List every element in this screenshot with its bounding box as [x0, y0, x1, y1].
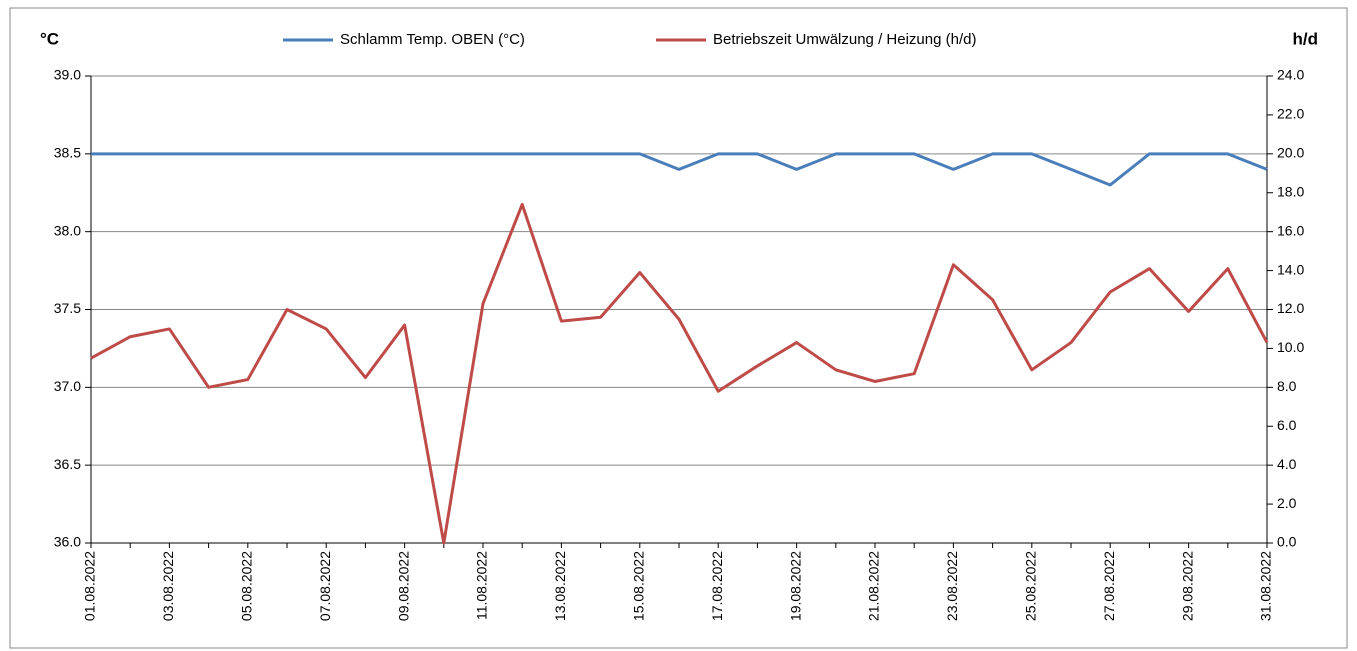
x-tick-label: 03.08.2022 [160, 551, 176, 621]
x-tick-label: 01.08.2022 [82, 551, 98, 621]
y2-tick-label: 22.0 [1277, 106, 1304, 122]
x-tick-label: 15.08.2022 [631, 551, 647, 621]
x-tick-label: 13.08.2022 [552, 551, 568, 621]
x-tick-label: 21.08.2022 [866, 551, 882, 621]
x-tick-label: 05.08.2022 [239, 551, 255, 621]
chart-frame [9, 7, 1348, 649]
y-tick-label: 36.5 [54, 456, 81, 472]
y2-tick-label: 14.0 [1277, 261, 1304, 277]
x-tick-label: 31.08.2022 [1258, 551, 1274, 621]
y2-tick-label: 2.0 [1277, 495, 1297, 511]
y-tick-label: 37.0 [54, 378, 81, 394]
x-tick-label: 19.08.2022 [787, 551, 803, 621]
y-tick-label: 39.0 [54, 67, 81, 83]
y2-tick-label: 24.0 [1277, 67, 1304, 83]
x-tick-label: 29.08.2022 [1179, 551, 1195, 621]
y2-tick-label: 6.0 [1277, 417, 1297, 433]
y2-axis-label: h/d [1293, 29, 1319, 48]
series-line [90, 202, 1269, 545]
y-axis-label: °C [40, 29, 59, 48]
y-tick-label: 38.5 [54, 145, 81, 161]
x-tick-label: 09.08.2022 [395, 551, 411, 621]
x-tick-label: 17.08.2022 [709, 551, 725, 621]
x-tick-label: 27.08.2022 [1101, 551, 1117, 621]
y2-tick-label: 16.0 [1277, 222, 1304, 238]
y2-tick-label: 20.0 [1277, 145, 1304, 161]
y2-tick-label: 12.0 [1277, 300, 1304, 316]
y-tick-label: 36.0 [54, 534, 81, 550]
y-tick-label: 38.0 [54, 222, 81, 238]
x-tick-label: 11.08.2022 [474, 551, 490, 620]
y2-tick-label: 10.0 [1277, 339, 1304, 355]
y2-tick-label: 18.0 [1277, 183, 1304, 199]
x-tick-label: 23.08.2022 [944, 551, 960, 621]
series-line [91, 152, 1268, 187]
y2-tick-label: 8.0 [1277, 378, 1297, 394]
y2-tick-label: 4.0 [1277, 456, 1297, 472]
x-tick-label: 07.08.2022 [317, 551, 333, 621]
y2-tick-label: 0.0 [1277, 534, 1297, 550]
y-tick-label: 37.5 [54, 300, 81, 316]
x-tick-label: 25.08.2022 [1023, 551, 1039, 621]
legend-label: Schlamm Temp. OBEN (°C) [340, 31, 525, 48]
legend-label: Betriebszeit Umwälzung / Heizung (h/d) [713, 31, 976, 48]
